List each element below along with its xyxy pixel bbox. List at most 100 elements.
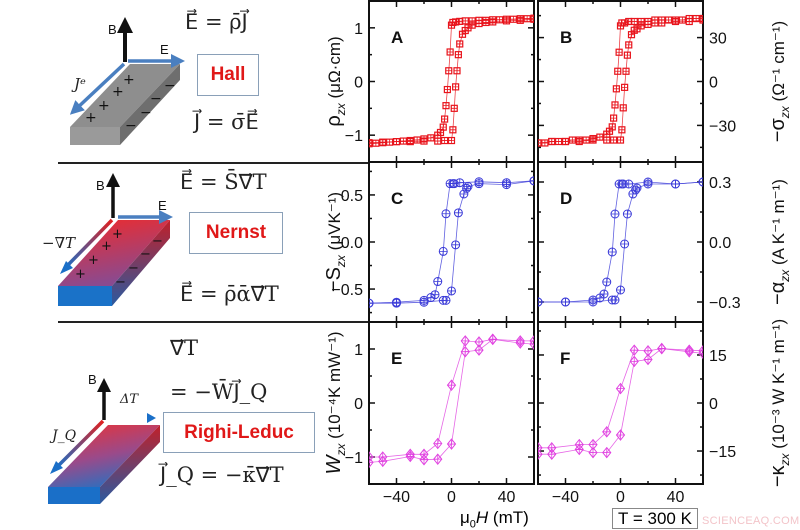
data-point-cross — [672, 18, 679, 25]
data-point-cross — [441, 116, 448, 123]
x-tick-label: −40 — [383, 489, 410, 506]
data-point-cross — [524, 15, 531, 22]
data-point-cross — [369, 299, 373, 308]
panel-label: C — [391, 189, 403, 208]
panel-f: −15 0 15 −40 0 40 F −κzx (10⁻³ W K⁻¹ m⁻¹) — [537, 319, 792, 506]
data-point-cross — [456, 40, 463, 47]
svg-text:−: − — [125, 118, 137, 134]
x-axis-unit: (mT) — [488, 508, 529, 527]
data-point-cross — [407, 138, 414, 145]
data-point-cross — [633, 184, 641, 192]
data-point-cross — [561, 298, 570, 306]
b-axis-label: B — [108, 22, 117, 37]
data-point-cross — [547, 450, 556, 459]
data-point-cross — [686, 18, 693, 25]
block-top-face — [70, 64, 180, 127]
panel-e: −1 0 1 −40 0 40 E Wzx (10⁻⁴K mW⁻¹) — [323, 321, 535, 506]
effect-schematics: ++++ −−−− ++++ −−−− — [48, 17, 185, 504]
current-label: Jᵉ — [74, 75, 86, 93]
y-axis-label: −Szx (μVK⁻¹) — [323, 192, 348, 292]
current-arrow — [69, 62, 126, 115]
series-group — [538, 342, 703, 461]
x-tick-label: 40 — [667, 489, 685, 506]
data-point — [474, 344, 484, 356]
watermark: SCIENCEAQ.COM — [702, 515, 800, 527]
hall-equation-bottom: J⃗ = σ̄E⃗ — [194, 110, 259, 134]
data-point-cross — [623, 210, 632, 218]
data-point-cross — [469, 22, 476, 29]
panel-label: B — [560, 28, 572, 47]
data-point — [529, 338, 534, 350]
e-axis-label: E — [160, 42, 169, 57]
panel-label: E — [391, 349, 402, 368]
y-tick-label: 0.5 — [341, 188, 363, 205]
panel-c: −0.5 0.0 0.5 C −Szx (μVK⁻¹) — [323, 161, 535, 323]
data-point-cross — [451, 105, 458, 112]
data-point-cross — [614, 68, 621, 75]
y-axis-unit: (μΩ·cm) — [325, 36, 344, 103]
e-axis-label: E — [158, 198, 167, 213]
y-tick-label: 0 — [709, 396, 718, 413]
nernst-block: ++++ −−−− — [58, 173, 173, 306]
data-point-cross — [461, 347, 470, 356]
data-point-cross — [476, 20, 482, 27]
x-tick-label: 0 — [616, 489, 625, 506]
series-group — [538, 177, 703, 307]
y-tick-label: 0 — [354, 75, 363, 92]
data-point-cross — [369, 140, 372, 147]
data-point-cross — [538, 443, 542, 452]
data-point-cross — [699, 349, 703, 358]
data-point-cross — [442, 209, 450, 218]
y-axis-symbol: −α — [767, 282, 789, 305]
data-point — [574, 443, 584, 456]
block-side-face — [100, 425, 160, 504]
data-point-cross — [699, 178, 703, 186]
data-point-cross — [616, 286, 625, 294]
data-point-cross — [700, 17, 703, 24]
data-point-cross — [531, 15, 534, 22]
righi-leduc-block — [48, 378, 160, 504]
data-point-cross — [611, 210, 619, 218]
data-point-cross — [392, 299, 401, 308]
y-tick-label: −30 — [709, 118, 736, 135]
data-point-cross — [400, 138, 407, 145]
y-axis-unit: (A K⁻¹ m⁻¹) — [769, 179, 788, 270]
data-point-cross — [610, 137, 617, 144]
data-point — [538, 448, 543, 461]
data-point-cross — [685, 347, 694, 356]
data-point-cross — [589, 448, 597, 457]
data-point-cross — [406, 452, 415, 461]
data-point-cross — [658, 19, 665, 26]
data-point-cross — [421, 138, 427, 145]
row-separator — [58, 162, 369, 164]
svg-text:−: − — [128, 261, 139, 276]
y-axis-label: −αzx (A K⁻¹ m⁻¹) — [767, 179, 792, 305]
svg-text:−: − — [150, 91, 162, 107]
nernst-label: Nernst — [205, 222, 267, 243]
data-point-cross — [464, 182, 472, 191]
temperature-difference-label: ΔT — [120, 392, 139, 407]
data-point-cross — [447, 286, 456, 295]
data-point-cross — [482, 19, 489, 26]
heat-current-arrow — [55, 419, 105, 469]
data-point-cross — [447, 440, 456, 449]
panel-b: −30 0 30 B −σzx (Ω⁻¹ cm⁻¹) — [537, 0, 792, 163]
y-axis-symbol: ρ — [323, 115, 345, 126]
data-point-cross — [575, 445, 584, 454]
data-point-cross — [452, 18, 459, 25]
data-point-cross — [461, 336, 470, 345]
data-point-cross — [433, 277, 442, 286]
data-point — [460, 345, 470, 358]
hall-label: Hall — [210, 64, 246, 85]
hall-block: ++++ −−−− — [69, 17, 185, 145]
data-point — [515, 337, 525, 349]
data-point-cross — [369, 453, 373, 461]
data-point-cross — [611, 296, 619, 304]
data-point-cross — [700, 15, 703, 22]
heat-current-label: J_Q — [52, 428, 77, 444]
y-axis-subscript: zx — [334, 254, 348, 268]
y-axis-subscript: zx — [334, 443, 348, 457]
data-point-cross — [631, 18, 638, 25]
data-point-cross — [530, 340, 534, 349]
x-tick-label: 0 — [447, 489, 456, 506]
